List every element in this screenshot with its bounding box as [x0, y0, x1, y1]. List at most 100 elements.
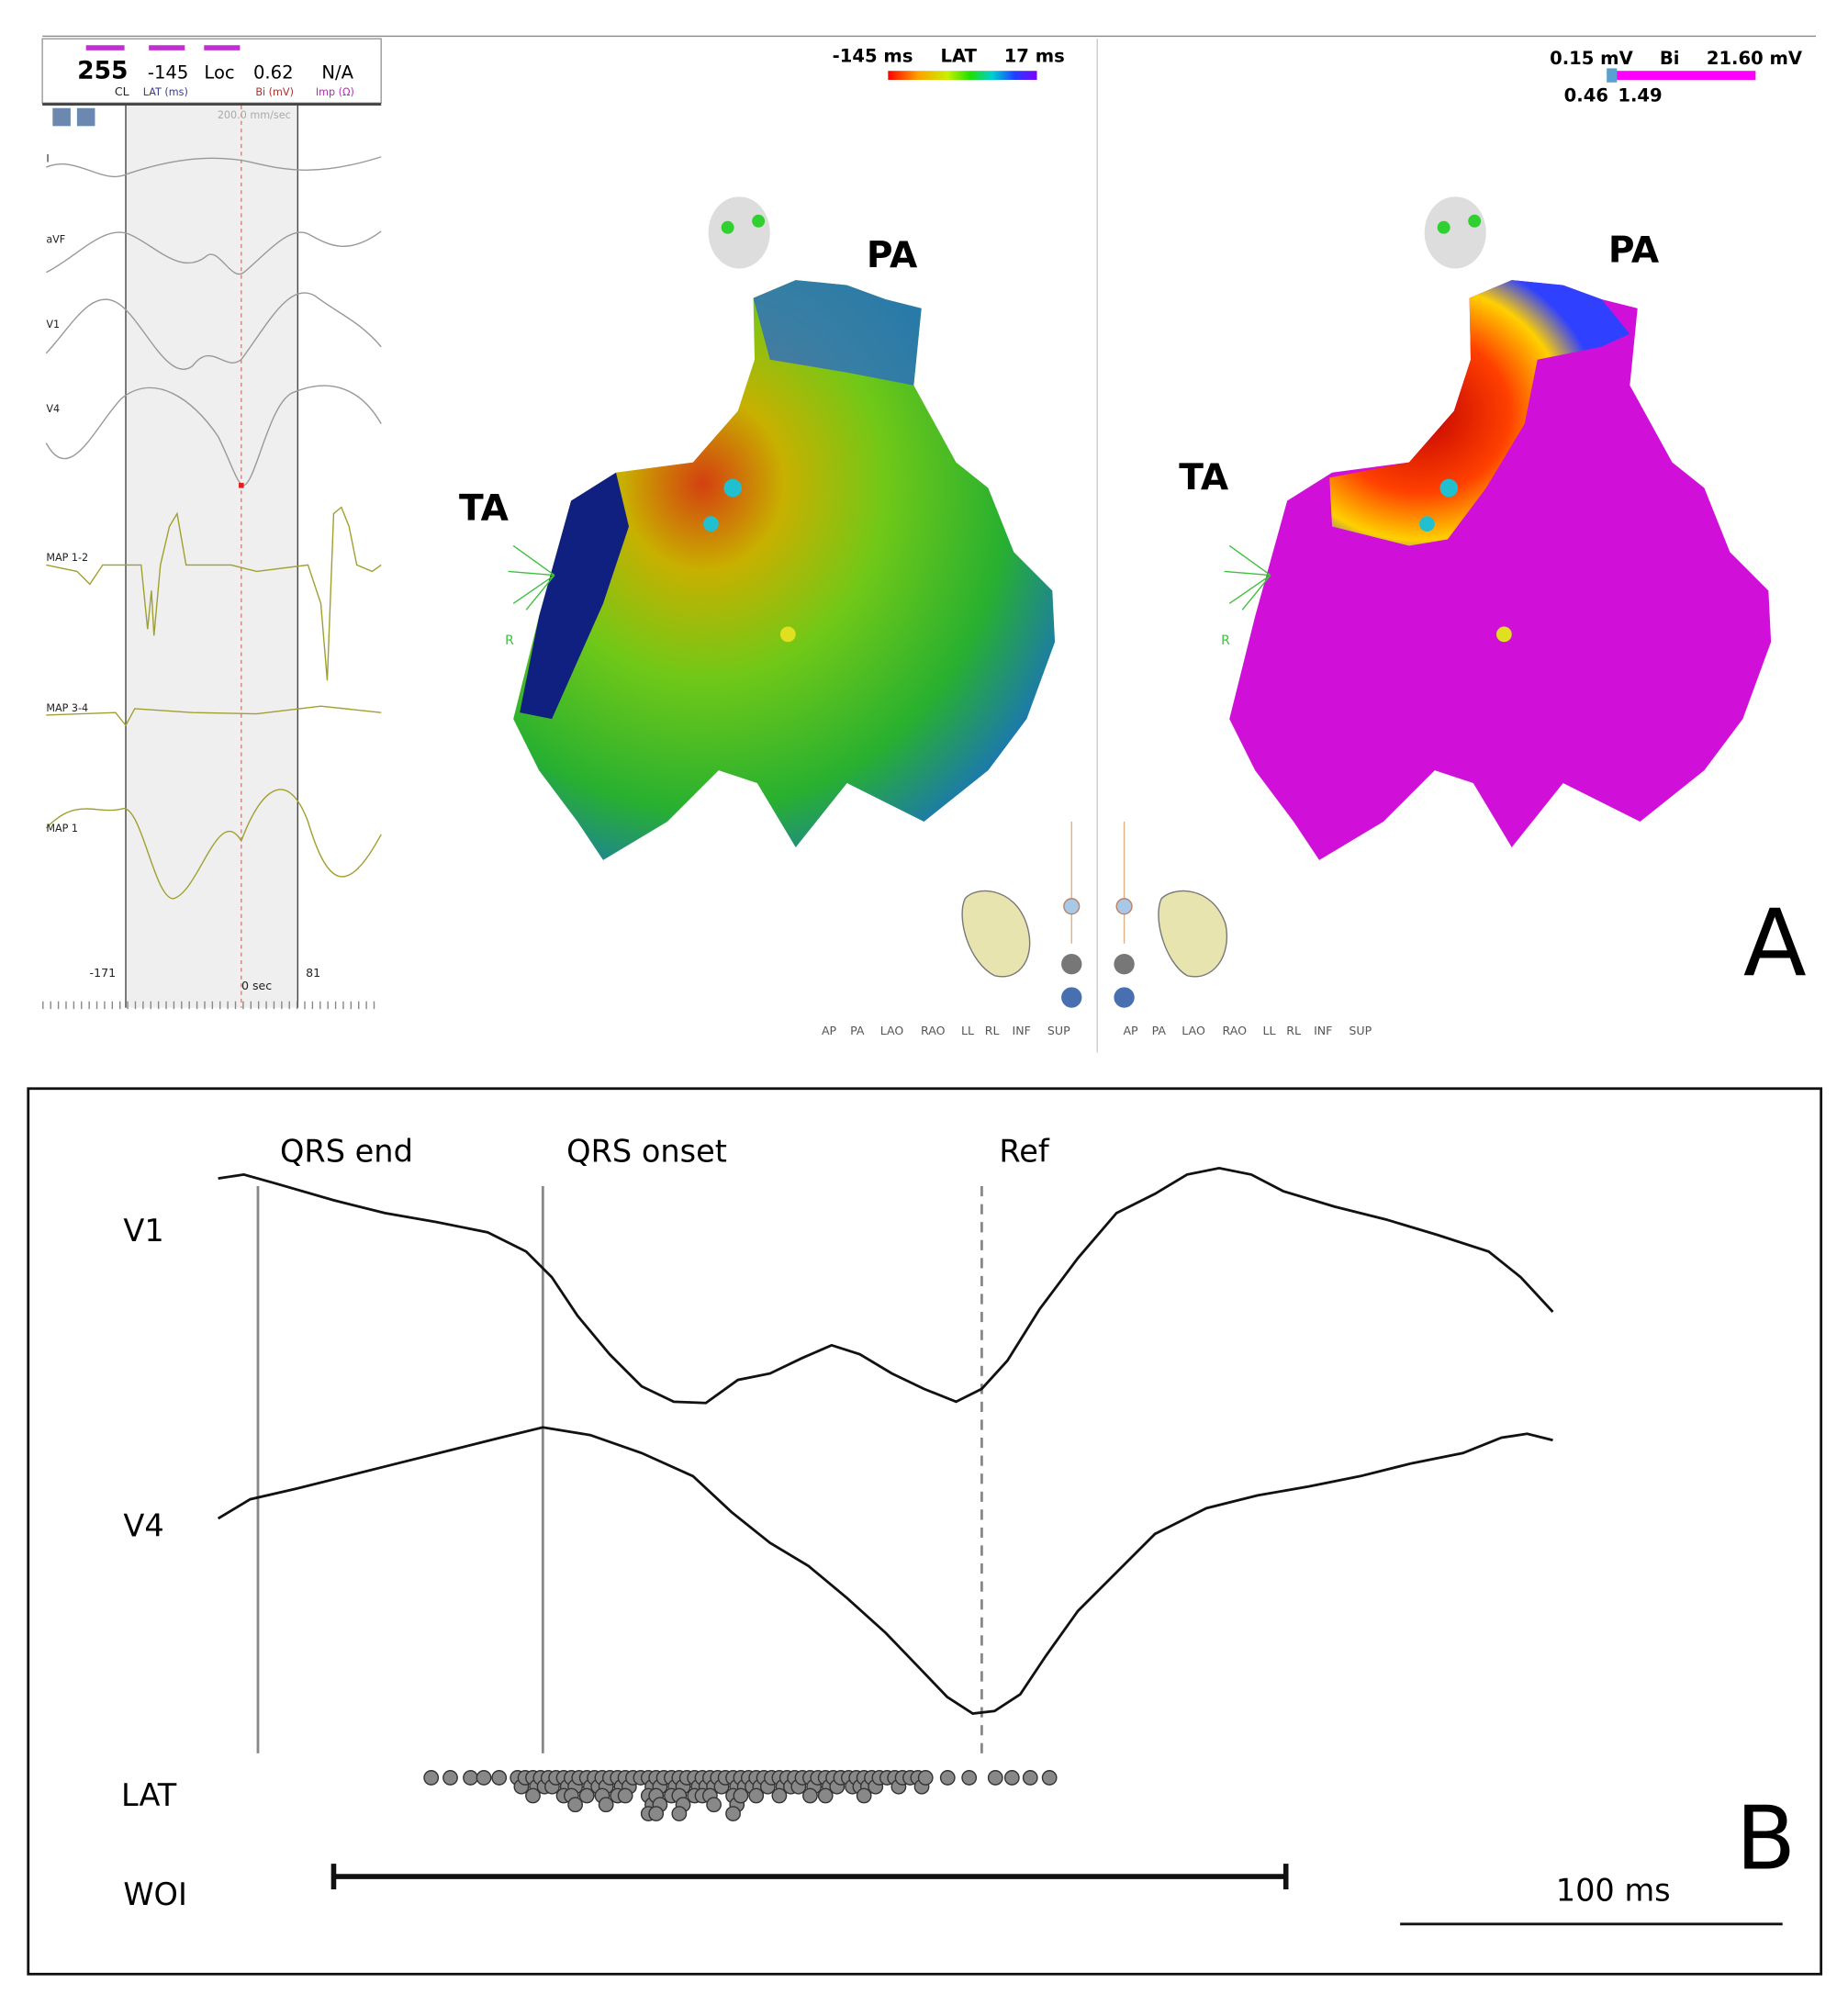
- view-button-label[interactable]: AP: [1123, 1024, 1138, 1037]
- lat-dot: [771, 1787, 788, 1804]
- zoom-knob[interactable]: [1063, 898, 1081, 915]
- cl-label: CL: [115, 84, 129, 98]
- lat-label: LAT (ms): [143, 86, 188, 98]
- view-button-label[interactable]: SUP: [1349, 1024, 1372, 1037]
- catheter-marker: [1495, 626, 1512, 643]
- lat-late-region: [753, 280, 922, 386]
- row-v1: V1: [123, 1213, 163, 1249]
- axis-label: R: [1221, 633, 1230, 648]
- axis-label: R: [505, 633, 514, 648]
- lat-dot: [648, 1806, 665, 1821]
- view-button-label[interactable]: LAO: [880, 1024, 904, 1037]
- lead-label: MAP 1: [46, 823, 78, 834]
- loc-bar: [204, 45, 241, 50]
- lead-label: aVF: [46, 234, 65, 246]
- lat-dot: [733, 1787, 749, 1804]
- lat-dot: [491, 1770, 508, 1786]
- axis-glyph: [1224, 544, 1271, 610]
- lead-label: I: [46, 152, 49, 164]
- lead-label: V1: [46, 319, 60, 330]
- lat-map: R PA TA: [459, 196, 1056, 860]
- trace-map1: [45, 789, 382, 900]
- voltage-map: R PA TA: [1179, 196, 1772, 860]
- lat-dot: [1041, 1770, 1058, 1786]
- lat-dot: [748, 1787, 765, 1804]
- sweep-speed: 200.0 mm/sec: [218, 109, 291, 121]
- lat-dot: [817, 1787, 834, 1804]
- lat-dot: [598, 1797, 614, 1813]
- lat-dot: [706, 1797, 722, 1813]
- lat-dot: [442, 1770, 458, 1786]
- imp-value: N/A: [321, 62, 353, 84]
- panel-b-frame: [27, 1087, 1823, 1976]
- heart-icon[interactable]: [961, 890, 1031, 978]
- view-button[interactable]: [1061, 953, 1082, 975]
- tool-button[interactable]: [52, 107, 71, 127]
- lat-surface: [513, 280, 1056, 860]
- orientation-head: [1424, 196, 1486, 269]
- panel-b: QRS end QRS onset Ref V1 V4 LAT WOI 100 …: [27, 1087, 1823, 1976]
- view-button-label[interactable]: PA: [1152, 1024, 1167, 1037]
- orientation-eye: [1468, 214, 1482, 228]
- catheter-marker: [1419, 516, 1435, 532]
- orientation-eye: [752, 214, 766, 228]
- lat-dot: [987, 1770, 1003, 1786]
- zoom-knob[interactable]: [1115, 898, 1133, 915]
- lat-dot: [476, 1770, 492, 1786]
- lat-scale: -145 ms LAT 17 ms: [833, 45, 1065, 80]
- panel-label-b: B: [1736, 1789, 1796, 1890]
- view-button[interactable]: [1114, 987, 1135, 1008]
- view-button-label[interactable]: LL: [1263, 1024, 1276, 1037]
- cl-value: 255: [77, 57, 128, 85]
- trace-map12: [46, 506, 382, 681]
- orientation-eye: [721, 220, 734, 234]
- lat-dot: [423, 1770, 440, 1786]
- bi-sliders[interactable]: [1607, 68, 1618, 83]
- lat-dot: [1022, 1770, 1038, 1786]
- view-button[interactable]: [1114, 953, 1135, 975]
- bi-colorbar: [1611, 71, 1756, 80]
- bi-threshold-high: 1.49: [1618, 85, 1662, 106]
- ecg-header: 255 CL -145 LAT (ms) Loc 0.62 Bi (mV) N/…: [41, 38, 382, 104]
- view-button-label[interactable]: RAO: [921, 1024, 946, 1037]
- view-button-label[interactable]: LL: [961, 1024, 974, 1037]
- view-button-label[interactable]: INF: [1314, 1024, 1332, 1037]
- panel-label-a: A: [1743, 890, 1807, 998]
- loc-label: Loc: [204, 62, 234, 84]
- tool-button[interactable]: [76, 107, 95, 127]
- ref-point: [239, 482, 244, 488]
- view-button-label[interactable]: INF: [1013, 1024, 1031, 1037]
- voltage-surface: [1229, 280, 1772, 860]
- voltage-scale: 0.15 mV Bi 21.60 mV 0.46 1.49: [1550, 48, 1803, 106]
- view-button-label[interactable]: RL: [985, 1024, 1000, 1037]
- view-button-label[interactable]: SUP: [1047, 1024, 1070, 1037]
- row-v4: V4: [123, 1508, 163, 1544]
- bi-scale-max: 21.60 mV: [1707, 48, 1803, 69]
- axis-glyph: [508, 544, 555, 610]
- view-button-label[interactable]: LAO: [1182, 1024, 1205, 1037]
- view-button[interactable]: [1061, 987, 1082, 1008]
- lat-dot: [939, 1770, 956, 1786]
- view-button-label[interactable]: RAO: [1223, 1024, 1248, 1037]
- trace-avf: [46, 230, 382, 275]
- view-button-label[interactable]: PA: [850, 1024, 865, 1037]
- catheter-marker: [779, 626, 796, 643]
- catheter-marker: [723, 478, 742, 498]
- lat-bar: [149, 45, 185, 50]
- marker-ref: Ref: [999, 1133, 1049, 1169]
- time-right: 81: [306, 966, 320, 980]
- lead-label: MAP 1-2: [46, 552, 88, 564]
- heart-icon[interactable]: [1158, 890, 1227, 978]
- label-ta: TA: [1179, 457, 1229, 498]
- row-woi: WOI: [123, 1876, 186, 1912]
- view-button-label[interactable]: RL: [1286, 1024, 1301, 1037]
- label-pa: PA: [1608, 230, 1660, 271]
- bi-label: Bi (mV): [255, 86, 294, 98]
- cl-bar: [85, 45, 125, 50]
- view-button-label[interactable]: AP: [822, 1024, 837, 1037]
- trace-i: [46, 156, 382, 178]
- marker-qrs-end: QRS end: [280, 1133, 413, 1169]
